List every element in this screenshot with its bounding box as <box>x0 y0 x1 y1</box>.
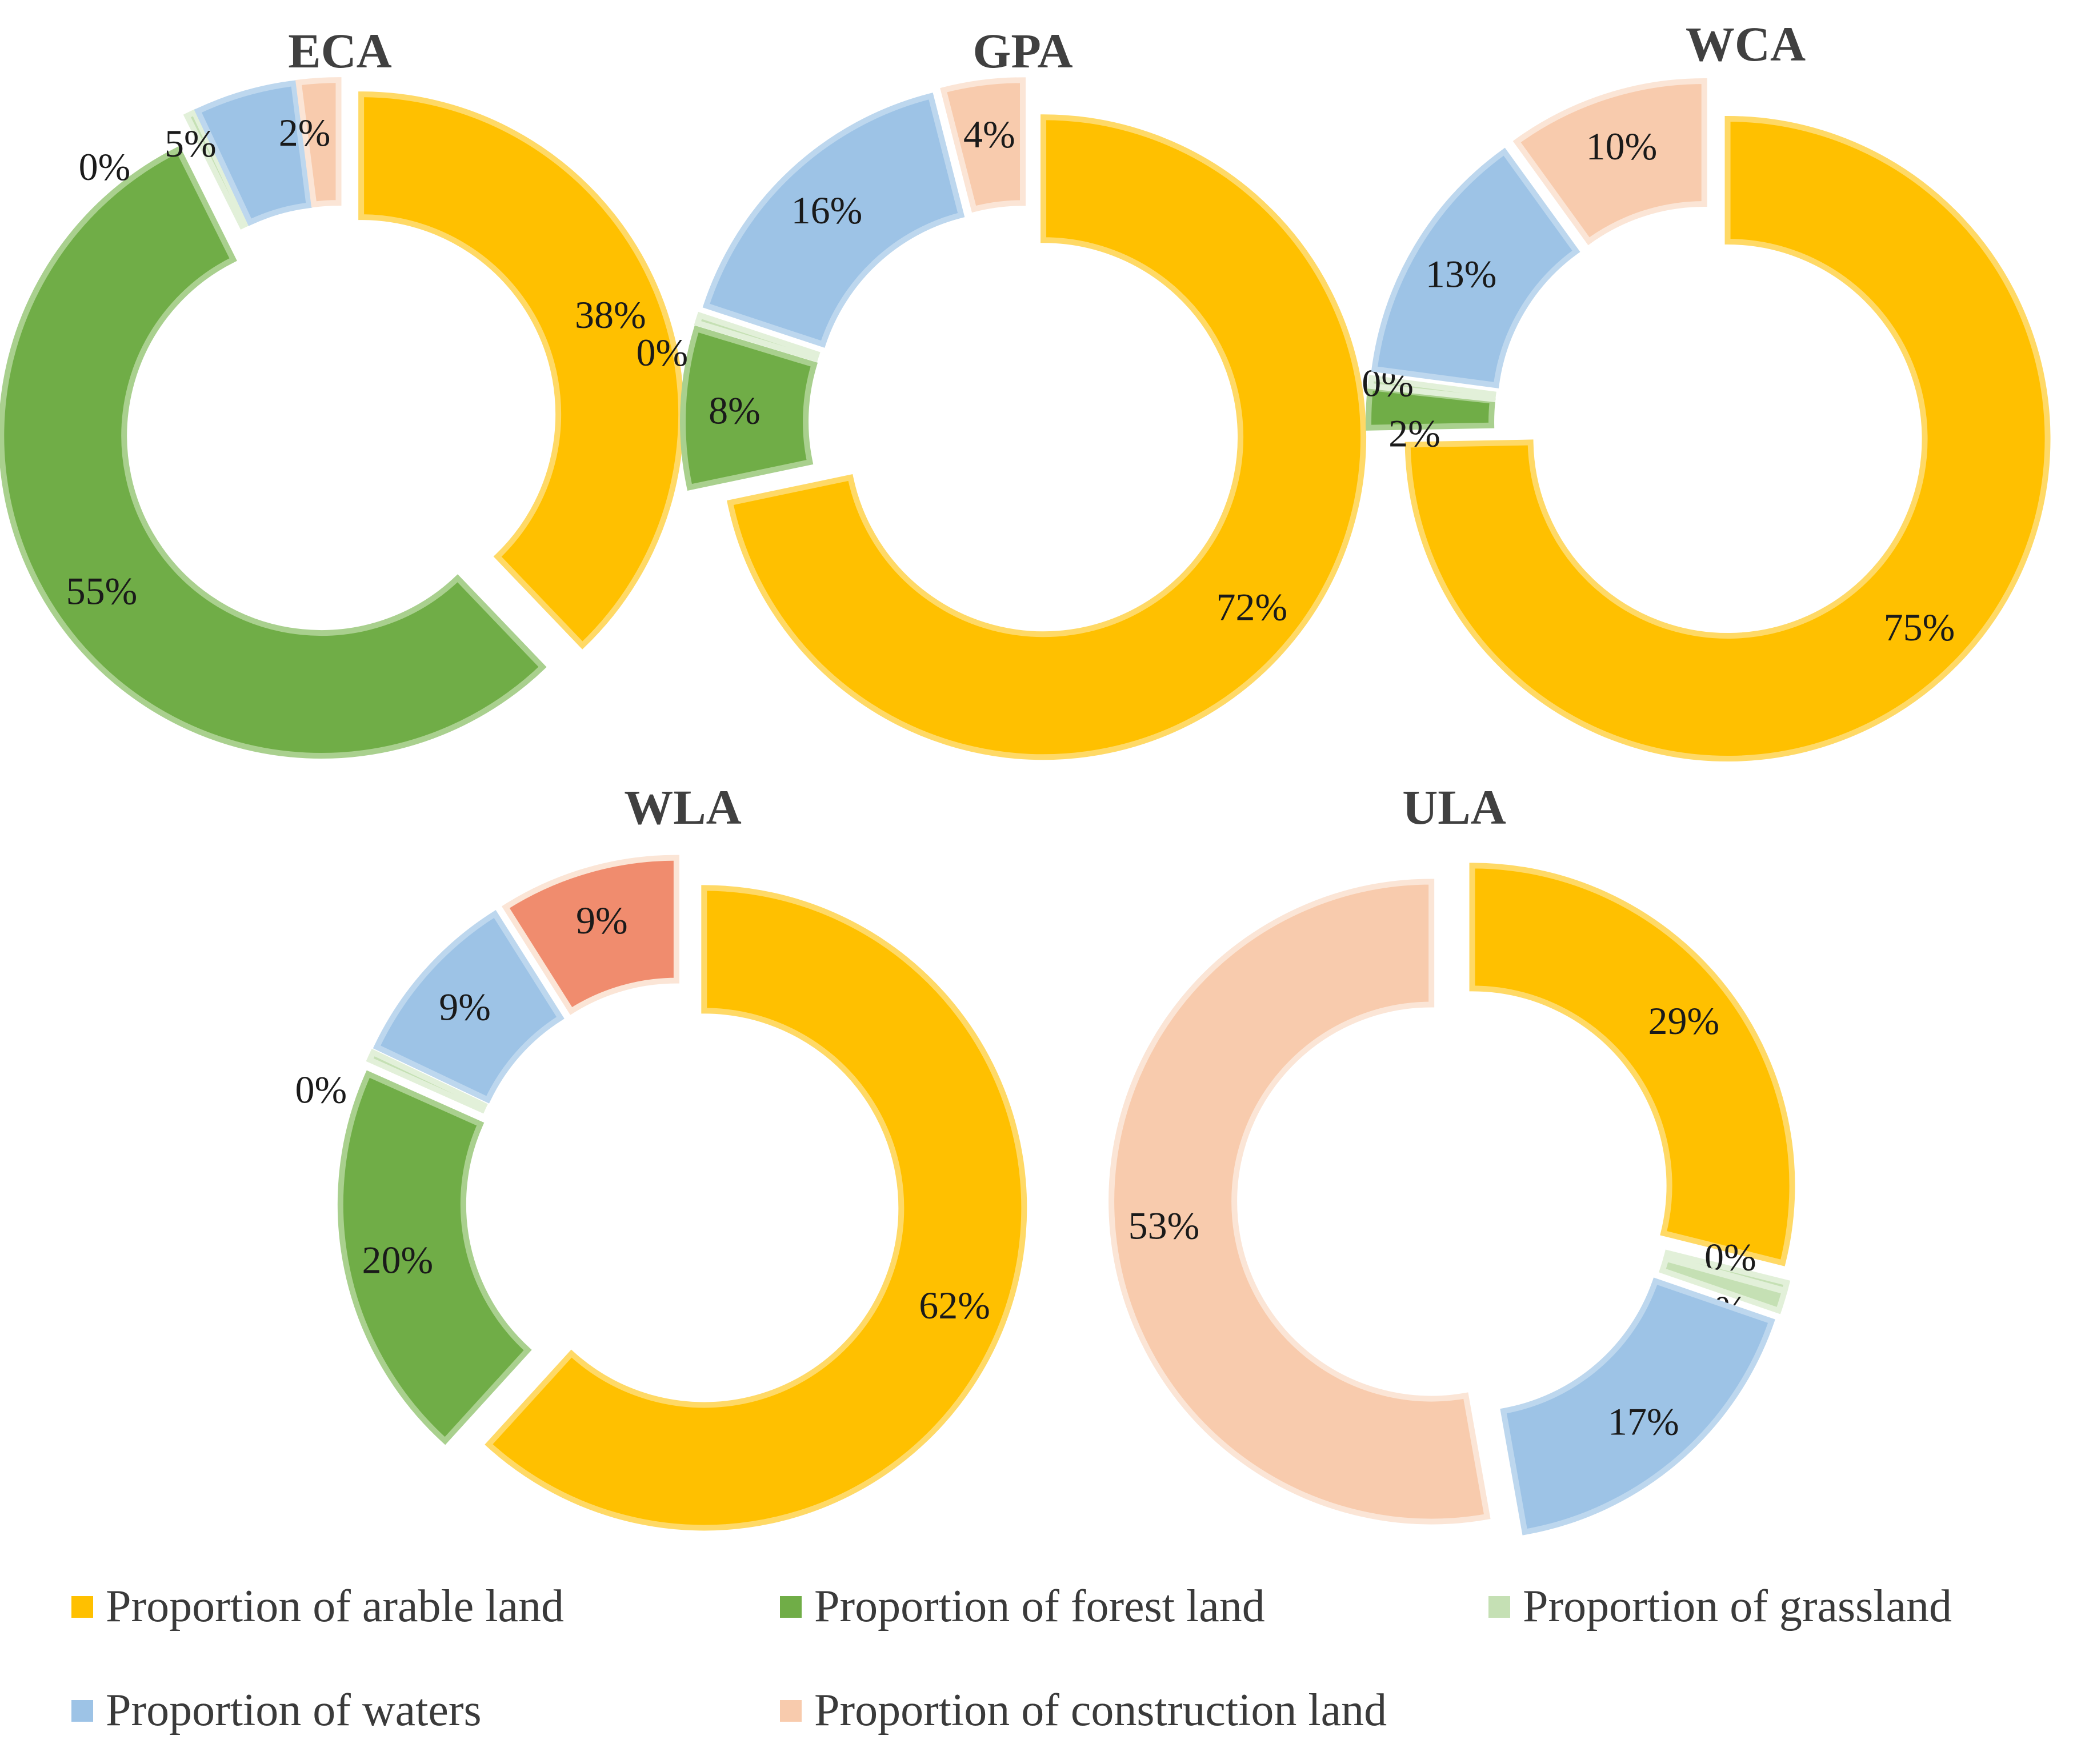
slice-label: 0% <box>79 145 131 189</box>
slice-arable <box>727 114 1367 760</box>
slice-waters <box>1500 1277 1775 1536</box>
slice-label: 2% <box>279 111 331 154</box>
slice-label: 0% <box>636 331 688 374</box>
slice-forest <box>680 325 818 491</box>
chart-title: WCA <box>1686 17 1806 71</box>
legend-label: Proportion of waters <box>106 1685 482 1735</box>
legend-item-forest: Proportion of forest land <box>780 1581 1265 1631</box>
slice-label: 17% <box>1608 1400 1679 1444</box>
slice-label: 10% <box>1586 125 1658 168</box>
legend-label: Proportion of construction land <box>814 1685 1387 1735</box>
legend-swatch <box>71 1700 93 1722</box>
donut-charts: ECA 38% 55% 0% 5% 2% GPA 72% 8% 0% 16% 4% WCA 75% 2% 0%… <box>0 17 2051 1536</box>
slice-label: 9% <box>576 899 628 942</box>
legend: Proportion of arable land Proportion of f… <box>71 1581 1952 1735</box>
slice-label: 62% <box>919 1284 990 1327</box>
legend-label: Proportion of forest land <box>814 1581 1265 1631</box>
slice-label: 9% <box>439 985 491 1028</box>
slice-label: 38% <box>575 293 646 336</box>
slice-grassland <box>1367 375 1496 403</box>
chart-title: GPA <box>973 23 1072 78</box>
slice-arable <box>1404 116 2051 761</box>
slice-label: 55% <box>66 570 138 613</box>
slice-label: 16% <box>791 189 863 232</box>
slice-waters <box>194 80 313 226</box>
slice-construction <box>1512 78 1707 246</box>
slice-waters <box>373 910 565 1104</box>
slice-waters <box>1371 147 1580 388</box>
slice-label: 2% <box>1388 412 1440 455</box>
legend-label: Proportion of arable land <box>106 1581 564 1631</box>
slice-label: 72% <box>1216 586 1288 629</box>
slice-waters <box>702 93 965 348</box>
legend-swatch <box>780 1596 802 1618</box>
slice-construction <box>501 855 679 1015</box>
legend-item-arable: Proportion of arable land <box>71 1581 564 1631</box>
slice-construction <box>1108 879 1491 1525</box>
legend-swatch <box>1488 1596 1510 1618</box>
slice-grassland <box>694 311 821 363</box>
slice-grassland <box>366 1048 488 1114</box>
slice-construction <box>940 77 1026 213</box>
donut-chart-eca: ECA 38% 55% 0% 5% 2% <box>0 23 685 759</box>
slice-grassland <box>1659 1255 1788 1314</box>
legend-swatch <box>780 1700 802 1722</box>
slice-arable <box>1469 863 1795 1266</box>
slice-label: 4% <box>963 113 1015 156</box>
slice-arable <box>358 91 685 650</box>
legend-swatch <box>71 1596 93 1618</box>
legend-label: Proportion of grassland <box>1523 1581 1952 1631</box>
chart-title: ECA <box>288 23 392 78</box>
legend-item-grassland: Proportion of grassland <box>1488 1581 1952 1631</box>
slice-forest <box>0 146 547 759</box>
slice-label: 0% <box>295 1068 347 1112</box>
slice-label: 53% <box>1128 1204 1200 1248</box>
legend-item-construction: Proportion of construction land <box>780 1685 1387 1735</box>
donut-chart-gpa: GPA 72% 8% 0% 16% 4% <box>636 23 1367 760</box>
slice-forest <box>337 1070 532 1445</box>
slice-label: 29% <box>1648 999 1720 1043</box>
slice-arable <box>485 885 1027 1531</box>
slice-grassland <box>183 109 250 230</box>
slice-label: 5% <box>165 122 217 165</box>
donut-chart-wla: WLA 62% 20% 0% 9% 9% <box>295 780 1027 1531</box>
chart-title: WLA <box>624 780 741 835</box>
slice-construction <box>295 77 342 208</box>
slice-label: 20% <box>362 1238 434 1282</box>
slice-label: 13% <box>1426 252 1497 296</box>
chart-title: ULA <box>1402 780 1506 835</box>
slice-label: 75% <box>1884 606 1955 649</box>
slice-label: 8% <box>709 389 761 432</box>
legend-item-waters: Proportion of waters <box>71 1685 482 1735</box>
